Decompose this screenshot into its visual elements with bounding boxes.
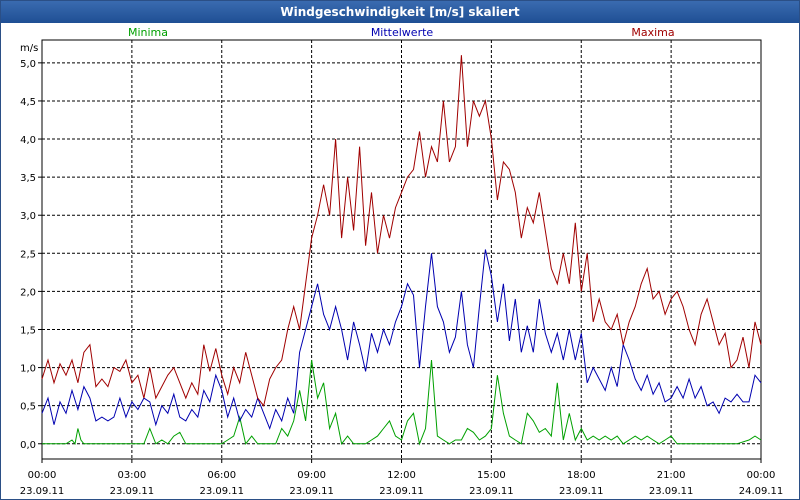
y-tick-label: 3,5: [20, 173, 36, 184]
x-tick-time-label: 06:00: [207, 470, 236, 481]
series-line-maxima: [41, 55, 762, 407]
x-tick-date-label: 23.09.11: [379, 486, 424, 497]
series-line-minima: [42, 359, 762, 446]
x-tick-date-label: 23.09.11: [469, 486, 514, 497]
x-tick-date-label: 23.09.11: [20, 486, 65, 497]
x-tick-date-label: 23.09.11: [199, 486, 244, 497]
y-tick-label: 3,0: [20, 211, 36, 222]
x-tick-date-label: 23.09.11: [559, 486, 604, 497]
y-tick-label: 4,5: [20, 97, 36, 108]
y-tick-label: 4,0: [20, 135, 36, 146]
x-tick-time-label: 15:00: [477, 470, 506, 481]
y-tick-label: 0,5: [20, 402, 36, 413]
y-tick-label: 1,5: [20, 325, 36, 336]
x-tick-date-label: 24.09.11: [739, 486, 784, 497]
axes: m/s: [20, 43, 38, 54]
y-tick-label: 1,0: [20, 364, 36, 375]
x-tick-time-label: 03:00: [117, 470, 146, 481]
legend: Minima Mittelwerte Maxima: [128, 26, 675, 39]
x-tick-time-label: 18:00: [567, 470, 596, 481]
x-tick-time-label: 00:00: [747, 470, 776, 481]
y-axis-label: m/s: [20, 43, 38, 54]
x-tick-time-label: 21:00: [657, 470, 686, 481]
series-line-mittelwerte: [41, 249, 762, 430]
x-tick-date-label: 23.09.11: [110, 486, 155, 497]
x-tick-date-label: 23.09.11: [289, 486, 334, 497]
y-tick-label: 2,5: [20, 249, 36, 260]
x-tick-time-label: 09:00: [297, 470, 326, 481]
x-tick-time-label: 12:00: [387, 470, 416, 481]
series-group: [41, 55, 762, 446]
x-ticks: 00:00 23.09.11 03:00 23.09.11 06:00 23.09.11 0…: [20, 459, 784, 497]
y-tick-label: 5,0: [20, 59, 36, 70]
x-tick-date-label: 23.09.11: [649, 486, 694, 497]
chart-title: Windgeschwindigkeit [m/s] skaliert: [1, 1, 799, 23]
y-ticks: 0,0 0,5 1,0 1,5 2,0 2,5 3,0 3,5 4,0 4,5 5,0: [20, 59, 42, 451]
x-tick-time-label: 00:00: [28, 470, 57, 481]
y-tick-label: 0,0: [20, 440, 36, 451]
legend-label-maxima: Maxima: [631, 26, 674, 39]
y-tick-label: 2,0: [20, 287, 36, 298]
legend-label-minima: Minima: [128, 26, 168, 39]
legend-label-mittelwerte: Mittelwerte: [371, 26, 434, 39]
